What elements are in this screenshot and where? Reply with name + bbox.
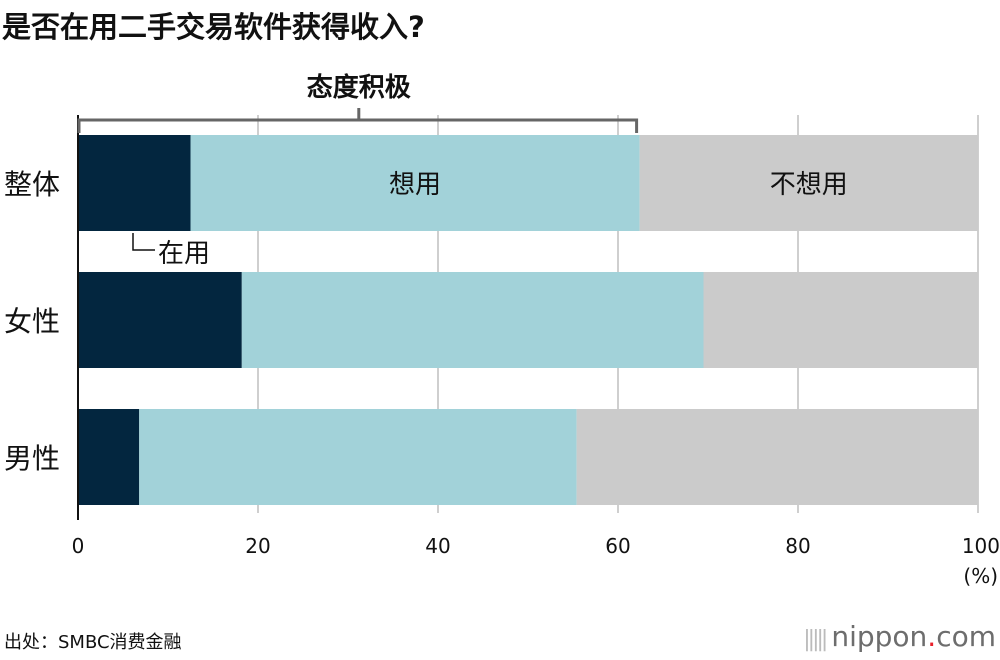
nippon-logo: ||||| nippon.com (803, 620, 996, 653)
logo-bars-icon: ||||| (803, 627, 828, 652)
bar-想用-整体 (190, 135, 640, 231)
bar-在用-女性 (78, 272, 242, 368)
bracket-label: 态度积极 (307, 72, 412, 103)
category-label: 女性 (4, 305, 60, 338)
series-label-not-want: 不想用 (770, 170, 848, 200)
bar-不想用-男性 (576, 409, 978, 505)
bar-在用-男性 (78, 409, 140, 505)
series-label-using: 在用 (158, 239, 210, 269)
logo-text: nippon (831, 620, 928, 653)
x-tick-label: 100 (962, 534, 1000, 558)
x-tick-label: 40 (425, 534, 450, 558)
category-label: 整体 (4, 168, 60, 201)
series-label-leader (132, 233, 155, 251)
x-tick-label: 20 (245, 534, 270, 558)
bar-想用-女性 (241, 272, 704, 368)
series-label-want: 想用 (389, 170, 441, 200)
bar-不想用-整体 (639, 135, 978, 231)
x-tick-label: 60 (605, 534, 630, 558)
source-note: 出处：SMBC消费金融 (4, 632, 182, 653)
bar-不想用-女性 (703, 272, 978, 368)
x-tick-label: 0 (72, 534, 85, 558)
bar-想用-男性 (139, 409, 577, 505)
bar-在用-整体 (78, 135, 191, 231)
positive-attitude-bracket (77, 108, 639, 133)
x-unit-label: (%) (963, 564, 998, 588)
x-tick-label: 80 (785, 534, 810, 558)
chart-title: 是否在用二手交易软件获得收入? (2, 10, 425, 44)
logo-dot: . (927, 620, 937, 653)
logo-suffix: com (936, 620, 996, 653)
category-label: 男性 (4, 442, 60, 475)
